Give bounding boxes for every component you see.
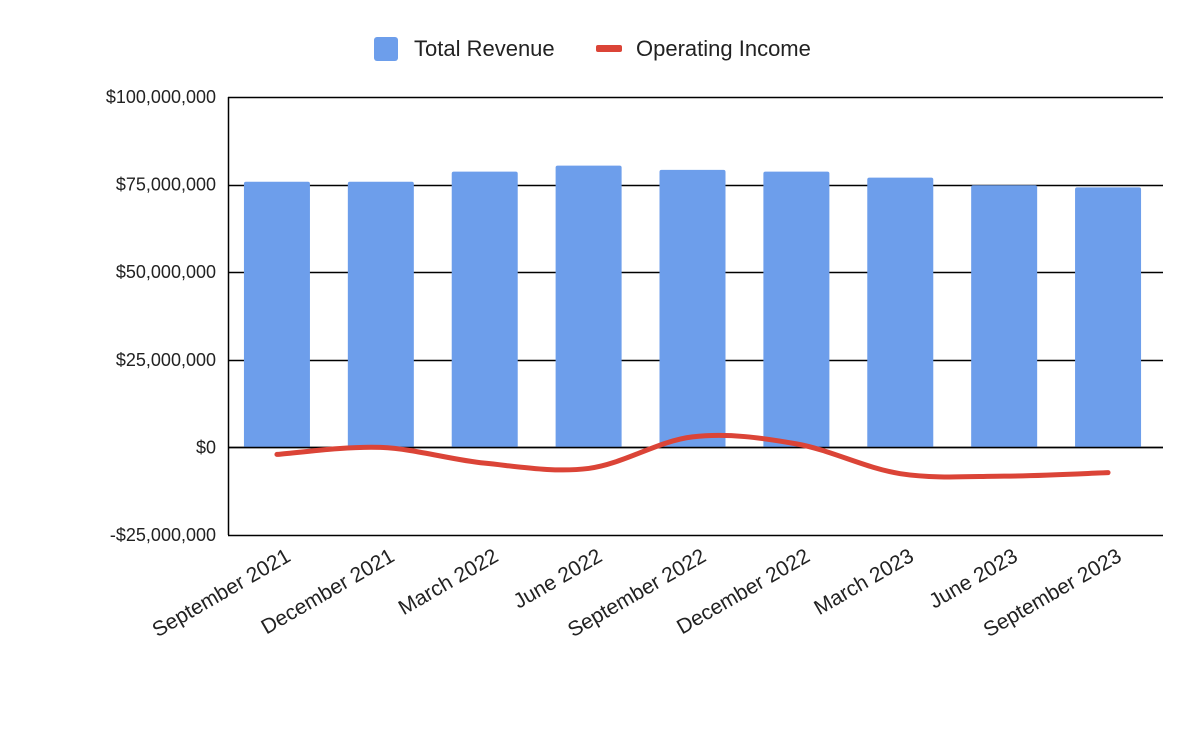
bar-3: [555, 165, 622, 448]
bar-1: [347, 181, 414, 448]
bar-0: [243, 181, 310, 448]
bar-4: [659, 169, 726, 448]
legend-label-operating-income: Operating Income: [636, 36, 811, 61]
x-tick-label-3: June 2022: [510, 544, 606, 613]
bar-7: [971, 185, 1038, 448]
legend-swatch-total-revenue: [374, 37, 398, 61]
y-tick-label-0: $100,000,000: [106, 87, 216, 107]
line-operating-income: [274, 432, 1111, 480]
bars-total-revenue: [228, 165, 1163, 449]
x-tick-label-7: June 2023: [925, 544, 1021, 613]
bar-8: [1075, 187, 1142, 448]
bar-5: [763, 171, 830, 448]
legend-label-total-revenue: Total Revenue: [414, 36, 555, 61]
x-tick-label-2: March 2022: [395, 544, 503, 619]
legend-swatch-operating-income: [596, 45, 622, 52]
bar-2: [451, 171, 518, 448]
operating-income-line: [274, 432, 1111, 480]
y-tick-label-4: $0: [196, 437, 216, 457]
y-tick-label-1: $75,000,000: [116, 175, 216, 195]
y-tick-label-2: $50,000,000: [116, 262, 216, 282]
y-tick-label-3: $25,000,000: [116, 350, 216, 370]
y-axis-tick-labels: $100,000,000 $75,000,000 $50,000,000 $25,00…: [106, 87, 216, 545]
bar-6: [867, 177, 934, 448]
legend: Total Revenue Operating Income: [374, 36, 811, 61]
y-tick-label-5: -$25,000,000: [110, 525, 216, 545]
x-tick-label-6: March 2023: [810, 544, 918, 619]
